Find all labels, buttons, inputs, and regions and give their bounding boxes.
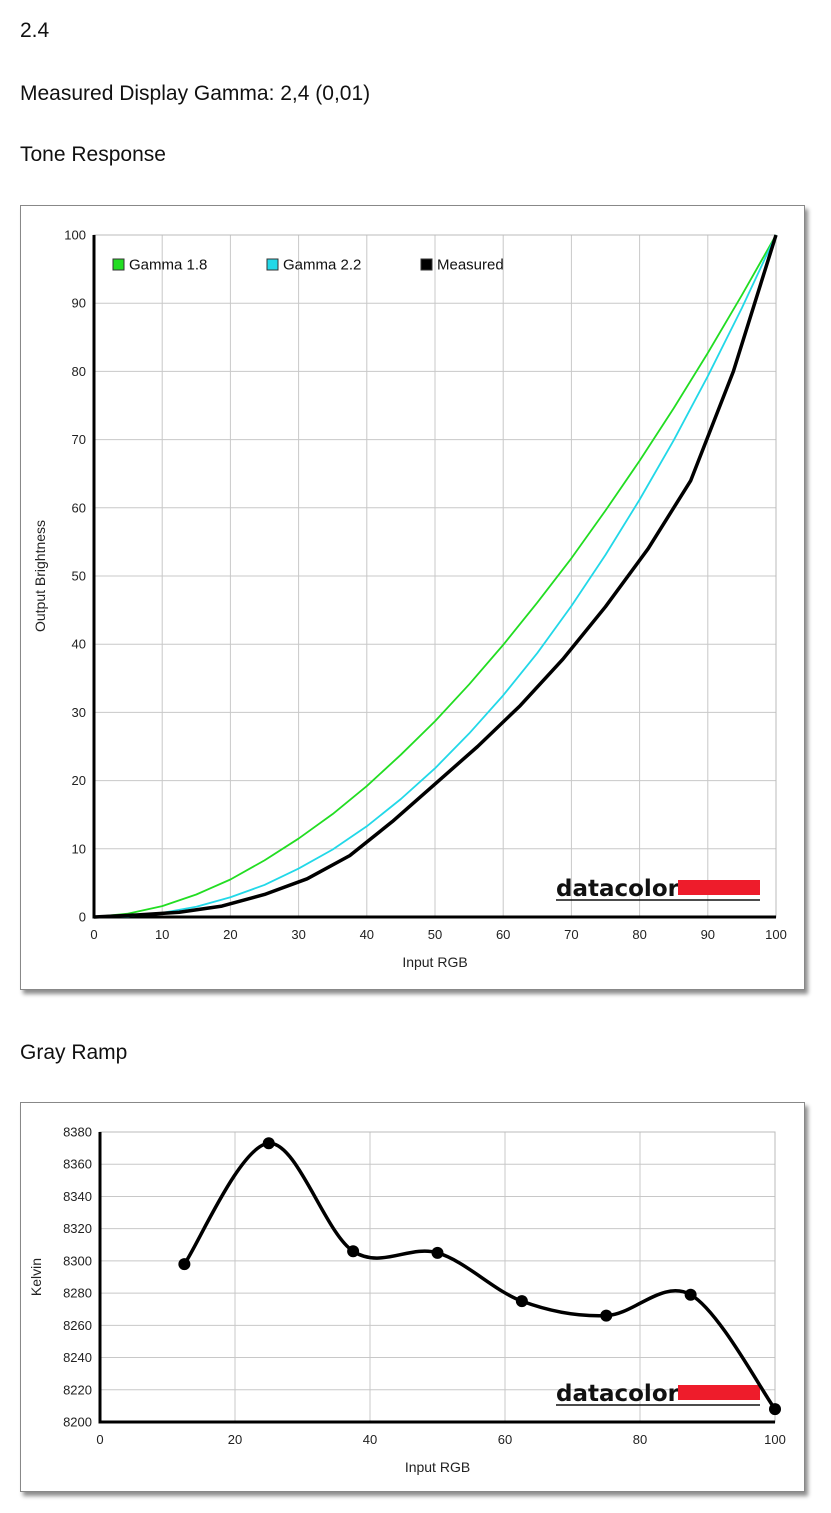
y-tick-label: 80: [72, 364, 86, 379]
x-axis-title: Input RGB: [405, 1459, 470, 1475]
x-tick-label: 20: [228, 1432, 242, 1447]
y-tick-label: 20: [72, 773, 86, 788]
tone-response-chart: 0 10 20 30 40 50 60 70 80 90 100 0 10 20 30 40 50 60 70 80 9…: [20, 205, 805, 990]
gray-ramp-chart: 0 20 40 60 80 100 8200 8220 8240 8260 8280 8300 8320…: [20, 1102, 805, 1492]
y-tick-label: 50: [72, 569, 86, 584]
x-tick-label: 100: [765, 927, 787, 942]
data-point: [600, 1309, 613, 1322]
datacolor-logo-bar: [678, 880, 760, 895]
legend-swatch-gamma-1-8: [112, 258, 125, 271]
data-point: [515, 1295, 528, 1308]
y-tick-label: 10: [72, 841, 86, 856]
x-tick-label: 100: [764, 1432, 786, 1447]
tone-response-title: Tone Response: [20, 143, 166, 166]
y-tick-label: 40: [72, 637, 86, 652]
y-tick-label: 8220: [63, 1382, 92, 1397]
datacolor-logo: datacolor: [556, 1381, 680, 1407]
x-tick-label: 60: [496, 927, 510, 942]
y-axis-title: Kelvin: [28, 1258, 44, 1296]
x-tick-label: 70: [564, 927, 578, 942]
y-tick-label: 8340: [63, 1189, 92, 1204]
series-line-gamma-1-8: [93, 234, 777, 918]
y-tick-label: 100: [64, 228, 86, 243]
data-point: [684, 1288, 697, 1301]
y-tick-label: 8300: [63, 1253, 92, 1268]
x-tick-label: 80: [632, 927, 646, 942]
x-tick-label: 30: [291, 927, 305, 942]
y-axis-title: Output Brightness: [32, 520, 48, 632]
x-tick-label: 40: [363, 1432, 377, 1447]
data-point: [769, 1403, 781, 1416]
gray-ramp-title: Gray Ramp: [20, 1041, 128, 1064]
legend-swatch-measured: [420, 258, 433, 271]
data-point: [262, 1137, 275, 1150]
gray-ramp-plot: 0 20 40 60 80 100 8200 8220 8240 8260 8280 8300 8320…: [28, 1125, 786, 1476]
y-tick-label: 8260: [63, 1318, 92, 1333]
series-line-kelvin: [182, 1141, 777, 1411]
x-tick-label: 10: [155, 927, 169, 942]
y-tick-label: 30: [72, 705, 86, 720]
y-tick-label: 8360: [63, 1157, 92, 1172]
tone-response-plot: 0 10 20 30 40 50 60 70 80 90 100 0 10 20 30 40 50 60 70 80 9…: [32, 228, 787, 971]
x-tick-label: 50: [428, 927, 442, 942]
x-tick-label: 20: [223, 927, 237, 942]
series-line-gamma-2-2: [93, 234, 777, 918]
y-tick-label: 8280: [63, 1286, 92, 1301]
y-tick-label: 8320: [63, 1221, 92, 1236]
data-point: [347, 1245, 360, 1258]
x-axis-title: Input RGB: [402, 954, 467, 970]
y-tick-label: 8240: [63, 1350, 92, 1365]
measured-gamma-label: Measured Display Gamma: 2,4 (0,01): [20, 82, 371, 105]
gamma-value: 2.4: [20, 19, 50, 42]
series-line-measured: [93, 234, 778, 919]
legend-swatch-gamma-2-2: [266, 258, 279, 271]
y-tick-label: 90: [72, 296, 86, 311]
y-tick-label: 8200: [63, 1415, 92, 1430]
x-tick-label: 80: [633, 1432, 647, 1447]
x-tick-label: 90: [701, 927, 715, 942]
legend-label-gamma-2-2: Gamma 2.2: [283, 257, 361, 274]
data-point: [178, 1258, 191, 1271]
legend-label-measured: Measured: [437, 257, 504, 274]
plot-frame: [99, 1131, 776, 1423]
x-tick-label: 40: [360, 927, 374, 942]
x-tick-label: 0: [90, 927, 97, 942]
y-tick-label: 8380: [63, 1125, 92, 1140]
legend-label-gamma-1-8: Gamma 1.8: [129, 257, 207, 274]
y-tick-label: 60: [72, 500, 86, 515]
datacolor-logo-bar: [678, 1385, 760, 1400]
y-tick-label: 70: [72, 432, 86, 447]
y-tick-label: 0: [79, 910, 86, 925]
x-tick-label: 0: [96, 1432, 103, 1447]
x-tick-label: 60: [498, 1432, 512, 1447]
datacolor-logo: datacolor: [556, 876, 680, 902]
data-point: [431, 1246, 444, 1259]
